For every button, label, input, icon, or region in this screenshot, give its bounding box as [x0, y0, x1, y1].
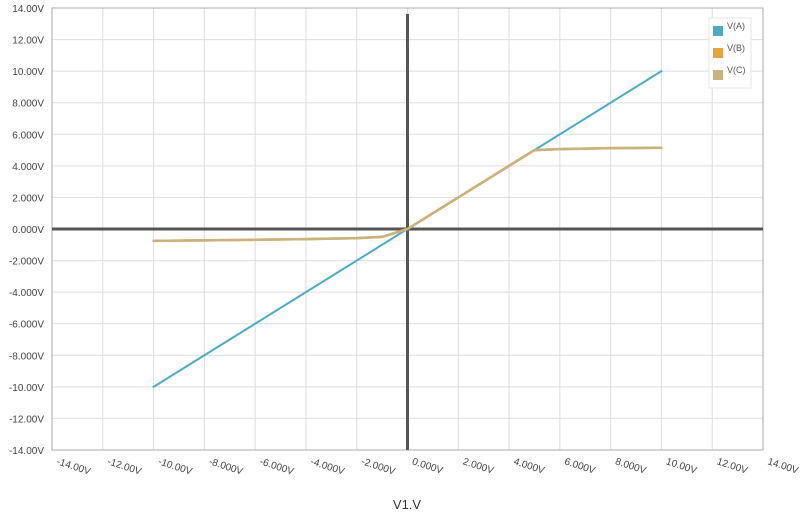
y-tick-label: 0.000V: [12, 225, 44, 236]
series-line-vc: [152, 146, 663, 243]
axis-layer: [51, 7, 764, 451]
legend-swatch: [713, 26, 723, 36]
y-tick-label: 6.000V: [12, 130, 44, 141]
legend: V(A) V(B) V(C): [708, 17, 752, 89]
y-tick-label: 12.00V: [12, 36, 44, 47]
y-tick-label: -12.00V: [9, 414, 44, 425]
y-tick-label: 2.000V: [12, 193, 44, 204]
y-tick-label: -6.000V: [9, 320, 44, 331]
y-tick-label: 14.00V: [12, 4, 44, 15]
legend-swatch: [713, 48, 723, 58]
y-tick-label: -2.000V: [9, 257, 44, 268]
x-axis-title: V1.V: [393, 497, 422, 512]
series-layer: [152, 70, 663, 388]
y-tick-label: -10.00V: [9, 383, 44, 394]
y-tick-label: 10.00V: [12, 67, 44, 78]
y-tick-label: -8.000V: [9, 351, 44, 362]
legend-label: V(B): [727, 43, 745, 53]
y-tick-label: -14.00V: [9, 446, 44, 457]
y-tick-label: 8.000V: [12, 99, 44, 110]
y-tick-labels: -14.00V -12.00V -10.00V -8.000V -6.000V -4.00…: [9, 4, 44, 457]
legend-swatch: [713, 70, 723, 80]
y-tick-label: 4.000V: [12, 162, 44, 173]
legend-label: V(A): [727, 21, 745, 31]
legend-label: V(C): [727, 65, 746, 75]
y-tick-label: -4.000V: [9, 288, 44, 299]
